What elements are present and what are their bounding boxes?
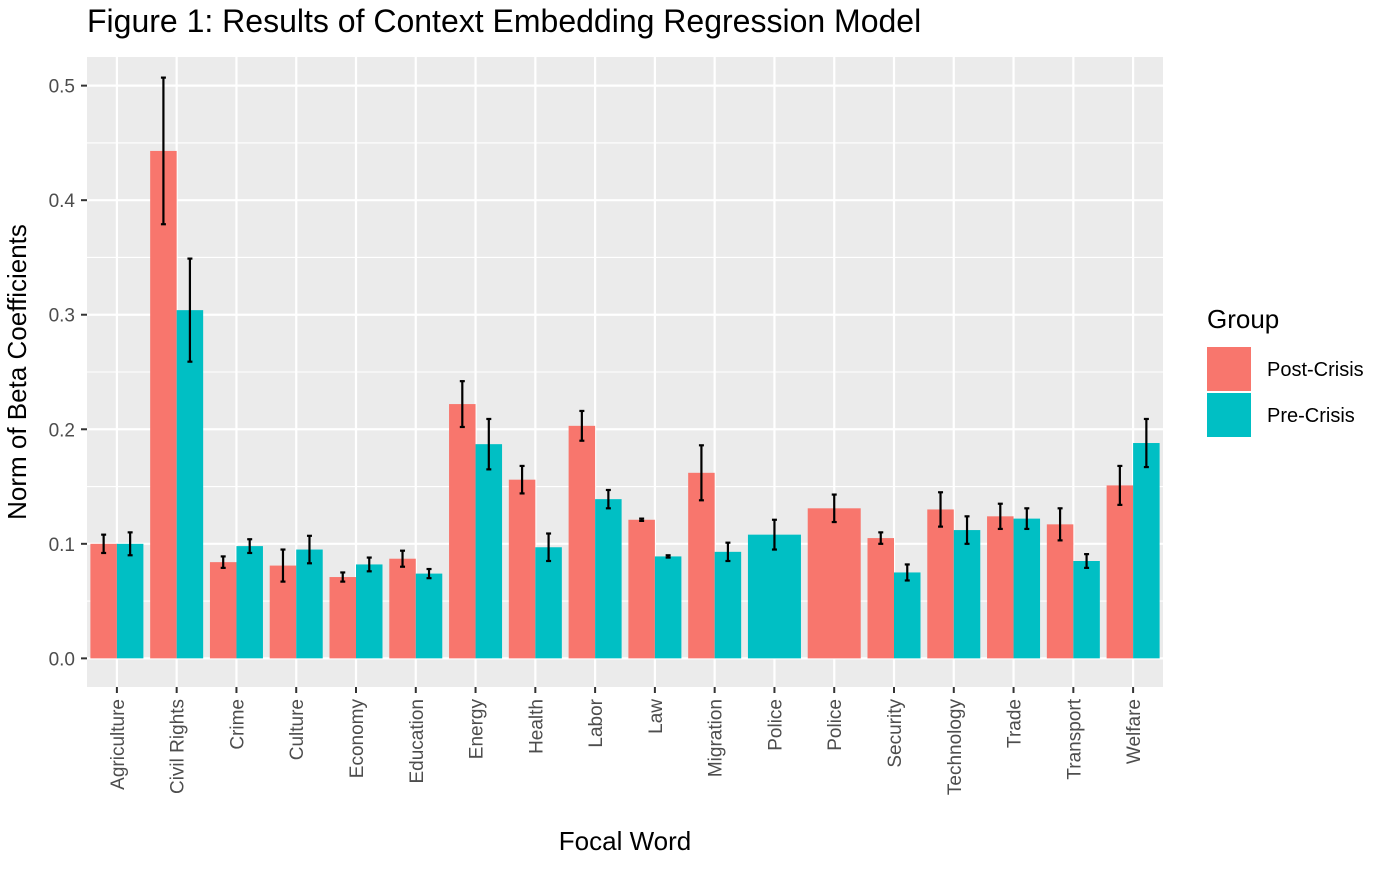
- x-tick-label: Police: [765, 699, 786, 751]
- bar: [714, 551, 742, 659]
- x-axis: Agriculture Civil Rights Crime Culture Econo…: [108, 687, 1145, 795]
- x-tick-label: Trade: [1005, 699, 1026, 748]
- bar: [595, 499, 622, 659]
- x-tick-label: Crime: [227, 699, 248, 750]
- bar: [356, 564, 383, 659]
- legend-label: Post-Crisis: [1267, 359, 1364, 381]
- bar: [747, 534, 801, 659]
- y-tick-label: 0.1: [49, 535, 75, 556]
- bar: [296, 549, 323, 659]
- bar: [176, 310, 204, 659]
- bar: [236, 546, 263, 659]
- bar: [508, 479, 536, 659]
- bar: [415, 573, 443, 659]
- x-tick-label: Police: [825, 699, 846, 751]
- bar: [1133, 443, 1160, 659]
- bar: [628, 519, 655, 659]
- bar: [150, 150, 177, 659]
- bar: [116, 543, 144, 659]
- y-tick-label: 0.3: [49, 306, 75, 327]
- y-tick-label: 0.0: [49, 649, 75, 670]
- bar: [654, 556, 682, 659]
- bar: [894, 572, 921, 659]
- bar: [568, 425, 596, 659]
- x-tick-label: Technology: [945, 699, 966, 796]
- bar: [449, 404, 476, 659]
- y-axis-title: Norm of Beta Coefficients: [2, 224, 32, 520]
- x-tick-label: Labor: [586, 698, 607, 747]
- bar: [987, 516, 1014, 659]
- x-tick-label: Law: [646, 699, 667, 734]
- legend-label: Pre-Crisis: [1267, 405, 1355, 427]
- x-tick-label: Welfare: [1124, 699, 1145, 764]
- bar: [867, 538, 894, 659]
- bar: [688, 472, 715, 659]
- legend-title: Group: [1207, 304, 1279, 334]
- x-tick-label: Culture: [287, 699, 308, 760]
- x-tick-label: Education: [407, 699, 428, 784]
- x-tick-label: Transport: [1064, 698, 1085, 779]
- x-tick-label: Energy: [467, 699, 488, 760]
- bar: [209, 562, 237, 659]
- x-tick-label: Economy: [347, 699, 368, 779]
- legend: Group Post-Crisis Pre-Crisis: [1207, 304, 1364, 437]
- x-tick-label: Agriculture: [108, 699, 129, 790]
- legend-key: [1207, 347, 1251, 391]
- error-bars: [101, 76, 1149, 583]
- bar: [389, 558, 416, 659]
- bar: [535, 547, 562, 659]
- grid-minor: [87, 142, 1163, 602]
- legend-items: Post-Crisis Pre-Crisis: [1207, 347, 1364, 437]
- y-tick-label: 0.2: [49, 420, 75, 441]
- legend-key: [1207, 393, 1251, 437]
- chart-title: Figure 1: Results of Context Embedding R…: [87, 3, 921, 39]
- bar: [475, 444, 503, 659]
- x-tick-label: Civil Rights: [168, 699, 189, 794]
- bar: [953, 530, 981, 659]
- bar: [927, 509, 954, 659]
- y-tick-label: 0.4: [49, 191, 76, 212]
- bar: [90, 543, 117, 659]
- x-axis-title: Focal Word: [559, 826, 691, 856]
- bar: [1106, 485, 1134, 659]
- bar: [1013, 518, 1041, 659]
- bar: [807, 508, 861, 659]
- x-tick-label: Health: [526, 699, 547, 754]
- bar: [1073, 561, 1100, 659]
- y-axis: 0.0 0.1 0.2 0.3 0.4 0.5: [49, 77, 87, 670]
- y-tick-label: 0.5: [49, 77, 75, 98]
- x-tick-label: Security: [885, 699, 906, 768]
- bar: [1046, 524, 1074, 659]
- x-tick-label: Migration: [706, 699, 727, 777]
- bars: [90, 150, 1160, 659]
- bar: [329, 577, 356, 659]
